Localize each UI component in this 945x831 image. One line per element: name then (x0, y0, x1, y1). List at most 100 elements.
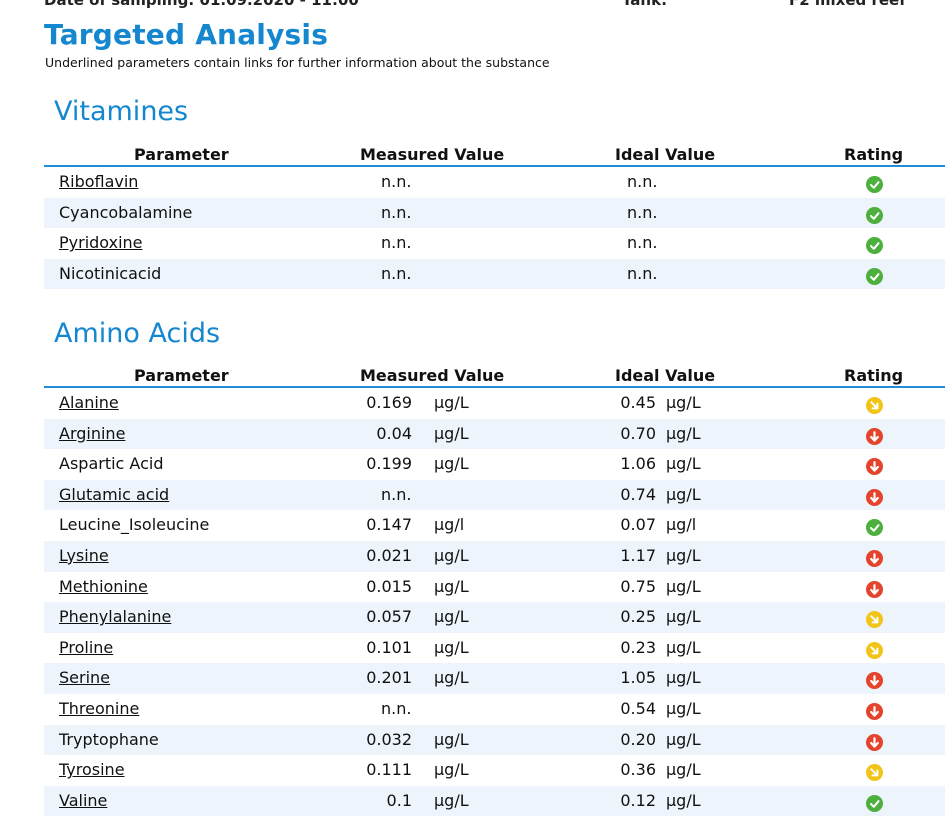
table-row: Nicotinicacid n.n. n.n. (44, 258, 945, 290)
ideal-value: n.n. (627, 263, 658, 283)
ideal-value: n.n. (627, 202, 658, 222)
column-header-measured: Measured Value (360, 366, 505, 385)
measured-value: n.n. (381, 202, 412, 222)
parameter-link[interactable]: Phenylalanine (59, 607, 172, 627)
arrow-down-right-circle-icon (866, 397, 883, 414)
table-row: Methionine 0.015 µg/L 0.75 µg/L (44, 572, 945, 603)
parameter-name: Tryptophane (59, 729, 159, 749)
vitamines-table: Parameter Measured Value Ideal Value Rat… (44, 143, 945, 290)
vitamines-table-body: Riboflavin n.n. n.n. Cyancobalamine n.n. n.n.… (44, 167, 945, 290)
ideal-value: 1.06 (620, 454, 656, 474)
ideal-value: n.n. (627, 172, 658, 191)
parameter-link[interactable]: Glutamic acid (59, 484, 170, 504)
table-row: Alanine 0.169 µg/L 0.45 µg/L (44, 388, 945, 419)
section-title-amino-acids: Amino Acids (54, 318, 221, 349)
table-row: Pyridoxine n.n. n.n. (44, 228, 945, 259)
table-row: Threonine n.n. 0.54 µg/L (44, 694, 945, 725)
ideal-value: 0.75 (620, 576, 656, 596)
column-header-measured: Measured Value (360, 145, 505, 164)
measured-unit: µg/L (434, 637, 469, 657)
measured-value: n.n. (381, 484, 412, 504)
ideal-unit: µg/L (666, 454, 701, 474)
check-circle-icon (866, 794, 883, 812)
table-row: Lysine 0.021 µg/L 1.17 µg/L (44, 540, 945, 572)
sampling-header-clip: Date of sampling: 01.09.2020 - 11:00 Tan… (44, 0, 944, 9)
table-row: Proline 0.101 µg/L 0.23 µg/L (44, 633, 945, 664)
amino-acids-table: Parameter Measured Value Ideal Value Rat… (44, 364, 945, 817)
page-subtitle: Underlined parameters contain links for … (45, 55, 550, 70)
amino-acids-table-body: Alanine 0.169 µg/L 0.45 µg/L Arginine 0.04 µg/L… (44, 388, 945, 817)
parameter-name: Nicotinicacid (59, 263, 162, 283)
column-header-rating: Rating (844, 366, 904, 385)
parameter-link[interactable]: Arginine (59, 423, 126, 443)
ideal-unit: µg/L (666, 545, 701, 565)
parameter-link[interactable]: Alanine (59, 393, 119, 412)
parameter-link[interactable]: Tyrosine (59, 760, 125, 780)
measured-value: n.n. (381, 263, 412, 283)
parameter-link[interactable]: Lysine (59, 545, 109, 565)
measured-unit: µg/L (434, 760, 469, 780)
ideal-unit: µg/L (666, 423, 701, 443)
ideal-value: 0.70 (620, 423, 656, 443)
table-row: Arginine 0.04 µg/L 0.70 µg/L (44, 418, 945, 450)
table-row: Serine 0.201 µg/L 1.05 µg/L (44, 663, 945, 694)
arrow-down-circle-icon (866, 458, 883, 476)
parameter-link[interactable]: Riboflavin (59, 172, 139, 191)
table-row: Tryptophane 0.032 µg/L 0.20 µg/L (44, 724, 945, 756)
ideal-unit: µg/L (666, 393, 701, 412)
ideal-value: 0.74 (620, 484, 656, 504)
parameter-name: Aspartic Acid (59, 454, 164, 474)
ideal-unit: µg/L (666, 729, 701, 749)
parameter-name: Cyancobalamine (59, 202, 193, 222)
measured-value: 0.1 (386, 790, 412, 810)
measured-value: 0.032 (366, 729, 412, 749)
column-header-rating: Rating (844, 145, 904, 164)
measured-value: 0.199 (366, 454, 412, 474)
ideal-value: 0.23 (620, 637, 656, 657)
arrow-down-right-circle-icon (866, 611, 883, 629)
ideal-unit: µg/l (666, 515, 697, 535)
measured-unit: µg/L (434, 668, 469, 688)
page-title: Targeted Analysis (44, 18, 329, 51)
ideal-unit: µg/L (666, 790, 701, 810)
parameter-link[interactable]: Methionine (59, 576, 148, 596)
table-header: Parameter Measured Value Ideal Value Rat… (44, 143, 945, 167)
measured-unit: µg/L (434, 454, 469, 474)
parameter-link[interactable]: Valine (59, 790, 108, 810)
ideal-value: 0.36 (620, 760, 656, 780)
ideal-value: 0.20 (620, 729, 656, 749)
measured-value: n.n. (381, 233, 412, 253)
measured-value: 0.111 (366, 760, 412, 780)
table-row: Riboflavin n.n. n.n. (44, 167, 945, 198)
section-title-vitamines: Vitamines (54, 96, 189, 127)
measured-unit: µg/l (434, 515, 465, 535)
measured-value: n.n. (381, 172, 412, 191)
parameter-link[interactable]: Serine (59, 668, 111, 688)
arrow-down-circle-icon (866, 672, 883, 690)
arrow-down-circle-icon (866, 702, 883, 720)
check-circle-icon (866, 519, 883, 537)
parameter-link[interactable]: Proline (59, 637, 114, 657)
ideal-unit: µg/L (666, 607, 701, 627)
check-circle-icon (866, 237, 883, 255)
parameter-name: Leucine_Isoleucine (59, 515, 210, 535)
ideal-unit: µg/L (666, 637, 701, 657)
parameter-link[interactable]: Pyridoxine (59, 233, 143, 253)
check-circle-icon (866, 206, 883, 224)
measured-value: 0.101 (366, 637, 412, 657)
arrow-down-circle-icon (866, 488, 883, 506)
ideal-value: 0.45 (620, 393, 656, 412)
ideal-unit: µg/L (666, 668, 701, 688)
table-header: Parameter Measured Value Ideal Value Rat… (44, 364, 945, 388)
table-row: Glutamic acid n.n. 0.74 µg/L (44, 479, 945, 511)
ideal-value: 0.54 (620, 698, 656, 718)
parameter-link[interactable]: Threonine (59, 698, 140, 718)
ideal-value: n.n. (627, 233, 658, 253)
table-row: Phenylalanine 0.057 µg/L 0.25 µg/L (44, 602, 945, 633)
arrow-down-circle-icon (866, 733, 883, 751)
table-row: Valine 0.1 µg/L 0.12 µg/L (44, 785, 945, 817)
table-row: Cyancobalamine n.n. n.n. (44, 197, 945, 229)
measured-value: n.n. (381, 698, 412, 718)
measured-value: 0.021 (366, 545, 412, 565)
check-circle-icon (866, 267, 883, 285)
